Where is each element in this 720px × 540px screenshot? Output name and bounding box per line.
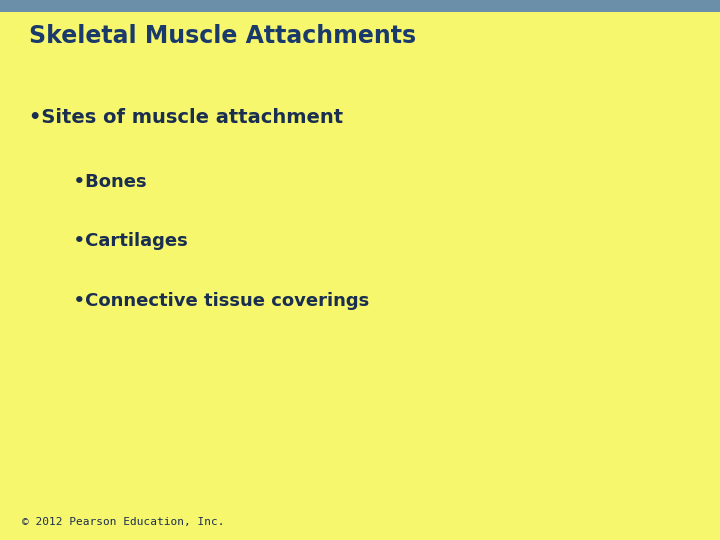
FancyBboxPatch shape bbox=[0, 0, 720, 12]
Text: •Sites of muscle attachment: •Sites of muscle attachment bbox=[29, 108, 343, 127]
Text: •Connective tissue coverings: •Connective tissue coverings bbox=[61, 292, 369, 309]
Text: •Bones: •Bones bbox=[61, 173, 147, 191]
Text: © 2012 Pearson Education, Inc.: © 2012 Pearson Education, Inc. bbox=[22, 516, 224, 526]
Text: Skeletal Muscle Attachments: Skeletal Muscle Attachments bbox=[29, 24, 416, 48]
Text: •Cartilages: •Cartilages bbox=[61, 232, 188, 250]
